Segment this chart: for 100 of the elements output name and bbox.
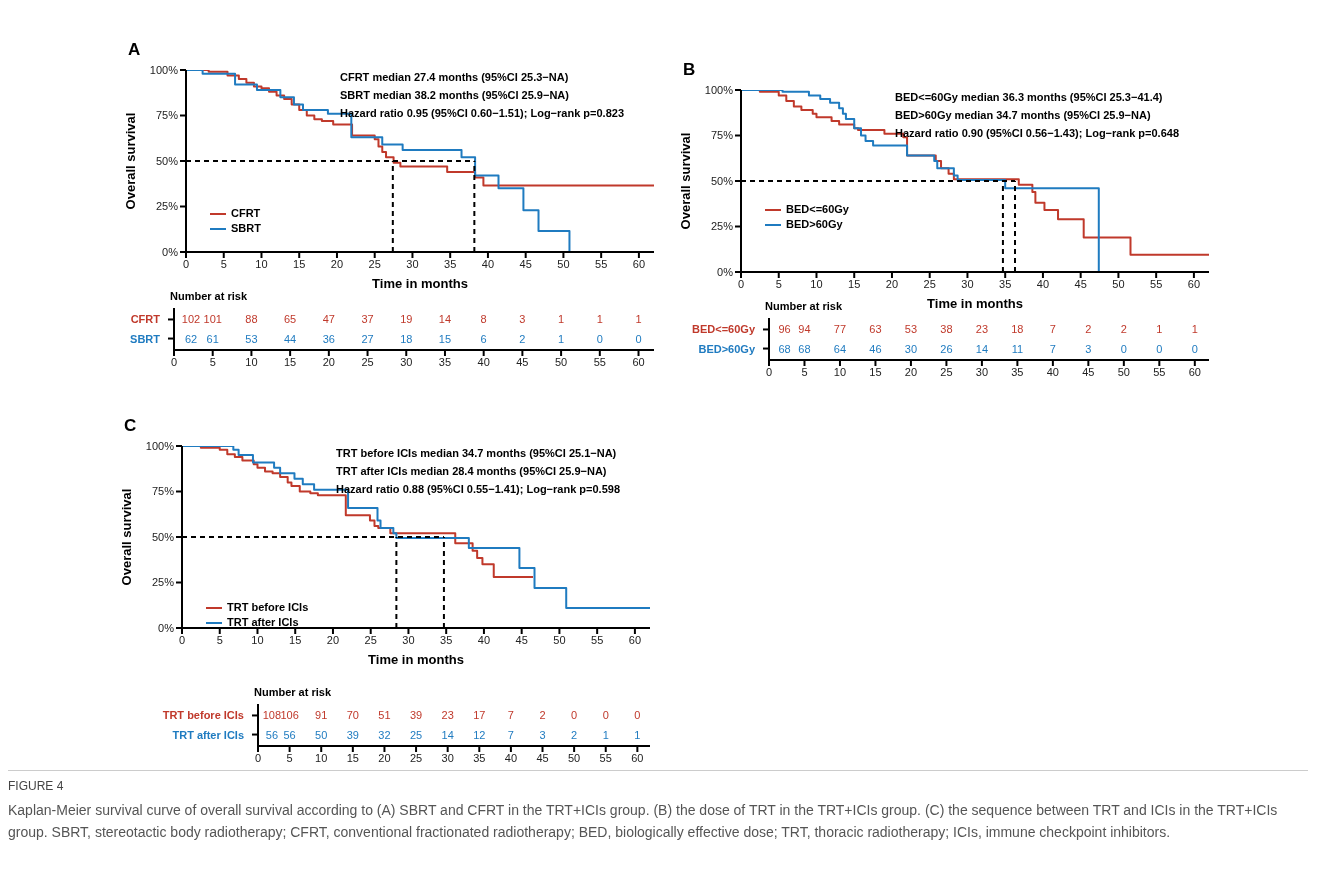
data-label: 44 [284,332,297,345]
x-tick-label: 50 [554,355,568,368]
chart-title: B [683,60,696,80]
x-axis-title: Time in months [368,652,464,667]
data-label: 23 [975,323,989,336]
x-tick-label: 35 [1011,365,1024,378]
data-label: 30 [904,342,918,355]
legend-label: BED<=60Gy [786,202,849,217]
x-tick-label: 15 [869,365,882,378]
data-label: 0 [635,332,642,345]
chart-title: Number at risk [765,300,843,312]
y-tick-label: 25% [710,220,734,233]
data-label: 14 [438,313,452,326]
data-label: 25 [409,728,423,741]
y-tick-label: 25% [155,200,179,213]
data-label: 56 [283,728,296,741]
data-label: 17 [473,709,486,722]
data-label: 32 [378,728,391,741]
annotation: CFRT median 27.4 months (95%CI 25.3−NA) [340,70,570,85]
x-tick-label: 35 [473,751,486,764]
x-tick-label: 0 [170,355,178,368]
x-tick-label: 25 [923,277,936,290]
data-label: 46 [869,342,882,355]
annotation: Hazard ratio 0.88 (95%CI 0.55−1.41); Log−rank p=0.598 [336,482,620,497]
y-tick-label: BED>60Gy [698,342,756,355]
data-label: 18 [1011,323,1024,336]
x-tick-label: 5 [209,355,216,368]
data-label: 68 [798,342,811,355]
x-tick-label: 30 [400,355,413,368]
data-label: 0 [1191,342,1198,355]
x-tick-label: 30 [402,633,415,646]
y-tick-label: TRT before ICIs [162,709,244,722]
x-tick-label: 0 [737,277,745,290]
data-label: 56 [265,728,279,741]
data-label: 0 [1120,342,1127,355]
data-label: 64 [833,342,847,355]
data-label: 61 [206,332,219,345]
x-tick-label: 60 [632,355,645,368]
legend-label: CFRT [231,206,261,221]
x-tick-label: 40 [477,355,490,368]
data-label: 68 [778,342,791,355]
annotation: SBRT median 38.2 months (95%CI 25.9−NA) [340,88,570,103]
x-tick-label: 60 [1188,365,1201,378]
x-tick-label: 45 [1082,365,1095,378]
data-label: 65 [284,313,297,326]
x-tick-label: 60 [628,633,642,646]
chart-title: Number at risk [170,290,248,302]
x-tick-label: 0 [182,257,190,270]
x-axis-title: Time in months [372,276,468,291]
x-tick-label: 25 [364,633,377,646]
y-tick-label: 75% [151,485,175,498]
data-label: 51 [378,709,391,722]
data-label: 47 [322,313,335,326]
data-label: 96 [778,323,791,336]
annotation: TRT before ICIs median 34.7 months (95%CI 25.1−NA) [336,446,618,461]
x-tick-label: 15 [346,751,359,764]
x-tick-label: 25 [940,365,953,378]
y-tick-label: 50% [155,154,179,167]
x-tick-label: 10 [255,257,268,270]
y-axis-title: Overall survival [677,132,693,230]
data-label: 2 [571,728,578,741]
x-tick-label: 15 [848,277,861,290]
x-tick-label: 50 [1117,365,1130,378]
x-tick-label: 55 [1150,277,1163,290]
x-tick-label: 5 [216,633,223,646]
data-label: 0 [634,709,641,722]
data-label: 53 [904,323,918,336]
text: FIGURE 4 [8,779,65,793]
annotation: Hazard ratio 0.95 (95%CI 0.60−1.51); Log−rank p=0.823 [340,106,624,121]
legend-label: BED>60Gy [786,217,843,232]
data-label: 2 [539,709,546,722]
data-label: 18 [400,332,413,345]
data-label: 94 [798,323,811,336]
x-tick-label: 25 [361,355,374,368]
x-tick-label: 10 [245,355,258,368]
data-label: 62 [184,332,198,345]
data-label: 91 [315,709,328,722]
x-tick-label: 60 [631,751,644,764]
text: Kaplan-Meier survival curve of overall survival according to (A) SBRT and CFRT in the TRT+ICIs group. (B) the dose of TRT in the TRT+ICIs group. (C) the sequence between TRT and ICIs in the TRT+ICIs group. SBRT, stereotactic body radiotherapy; CFRT, conventional fractionated radiotherapy; BED, biologically effective dose; TRT, thoracic radiotherapy; ICIs, immune checkpoint inhibitors. [8,801,1279,842]
legend-label: TRT before ICIs [227,600,309,615]
data-label: 1 [596,313,603,326]
x-tick-label: 25 [409,751,423,764]
data-label: 7 [507,728,514,741]
data-label: 1 [558,313,565,326]
data-label: 2 [1120,323,1127,336]
x-tick-label: 55 [1153,365,1166,378]
data-label: 3 [519,313,526,326]
data-label: 0 [1156,342,1163,355]
y-tick-label: 50% [710,174,734,187]
data-label: 37 [361,313,374,326]
x-tick-label: 35 [999,277,1012,290]
x-tick-label: 20 [885,277,899,290]
data-label: 0 [571,709,578,722]
x-tick-label: 0 [178,633,186,646]
x-tick-label: 40 [481,257,495,270]
data-label: 77 [833,323,847,336]
data-label: 7 [507,709,514,722]
data-label: 106 [280,709,299,722]
x-tick-label: 30 [975,365,989,378]
data-label: 50 [315,728,328,741]
